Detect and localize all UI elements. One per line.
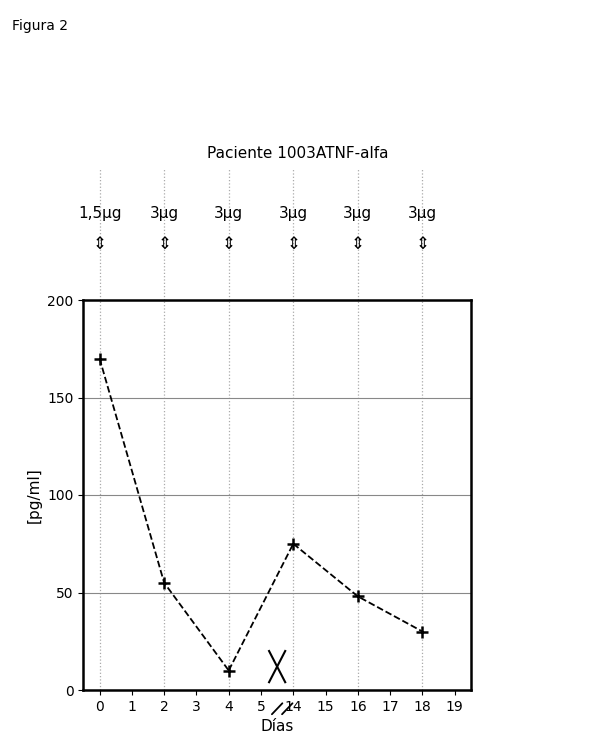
Text: 3μg: 3μg [150,206,179,221]
Text: 3μg: 3μg [279,206,308,221]
Text: ⇕: ⇕ [92,235,107,253]
Text: ⇕: ⇕ [222,235,235,253]
Text: 3μg: 3μg [343,206,372,221]
Y-axis label: [pg/ml]: [pg/ml] [27,467,42,523]
Text: ⇕: ⇕ [351,235,365,253]
X-axis label: Días: Días [260,719,294,734]
Text: Paciente 1003ATNF-alfa: Paciente 1003ATNF-alfa [207,146,389,161]
Text: ⇕: ⇕ [157,235,171,253]
Text: ⇕: ⇕ [286,235,300,253]
Text: 3μg: 3μg [214,206,243,221]
Text: ⇕: ⇕ [415,235,429,253]
Text: 3μg: 3μg [408,206,437,221]
Text: Figura 2: Figura 2 [12,19,68,33]
Text: 1,5μg: 1,5μg [78,206,122,221]
